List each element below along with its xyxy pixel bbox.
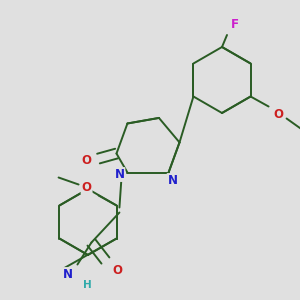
Text: O: O <box>82 154 92 167</box>
Text: H: H <box>83 280 92 290</box>
Text: O: O <box>112 264 122 277</box>
Text: N: N <box>114 168 124 181</box>
Text: N: N <box>62 268 72 281</box>
Text: N: N <box>168 174 178 187</box>
Text: O: O <box>274 108 284 121</box>
Text: O: O <box>82 181 92 194</box>
Text: F: F <box>231 19 239 32</box>
